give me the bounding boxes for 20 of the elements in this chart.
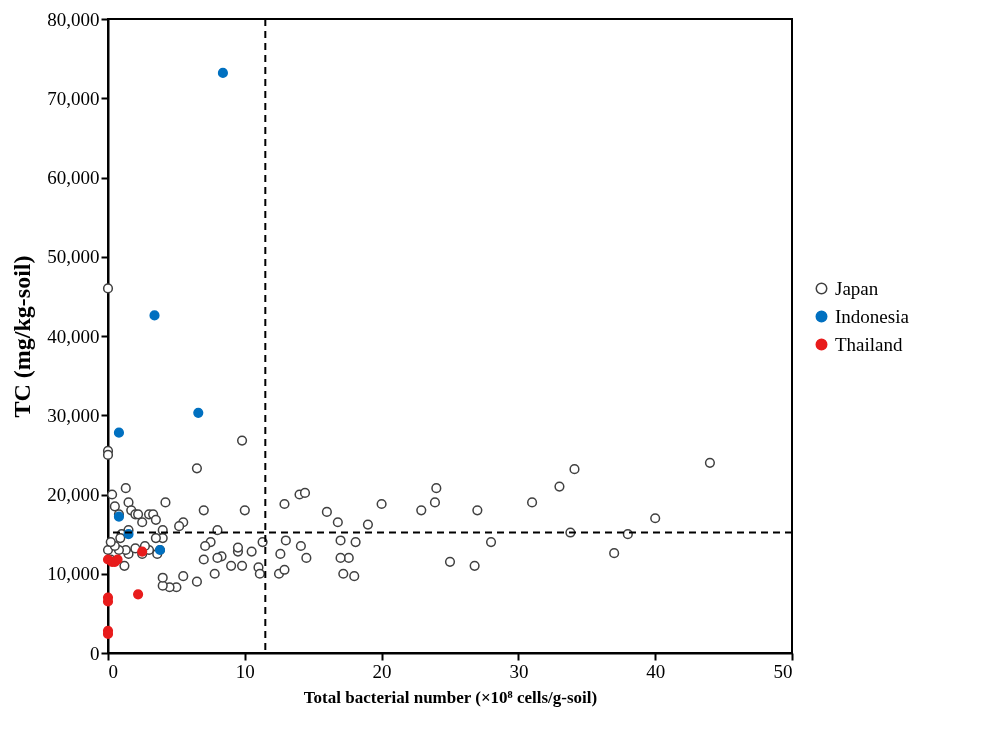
y-tick-label: 70,000 (47, 87, 100, 109)
x-tick-label: 40 (646, 660, 666, 682)
x-tick-label: 10 (235, 660, 255, 682)
y-tick-label: 40,000 (47, 325, 100, 347)
legend-label: Indonesia (835, 305, 910, 327)
y-tick-label: 30,000 (47, 404, 100, 426)
y-tick-label: 80,000 (47, 8, 100, 30)
legend-label: Thailand (835, 333, 904, 355)
x-tick-label: 50 (773, 660, 793, 682)
y-tick-label: 60,000 (47, 167, 100, 188)
legend-label: Japan (835, 277, 879, 299)
y-tick-label: 10,000 (47, 563, 100, 585)
y-tick-label: 0 (90, 642, 100, 664)
y-tick-label: 50,000 (47, 246, 100, 268)
x-tick-label: 20 (372, 660, 392, 682)
x-tick-label: 30 (509, 660, 529, 682)
x-axis-title: Total bacterial number (×10⁸ cells/g-soil) (303, 687, 598, 707)
x-tick-label: 0 (108, 660, 118, 682)
y-axis-title: TC (mg/kg-soil) (9, 255, 36, 418)
y-tick-label: 20,000 (47, 484, 100, 505)
